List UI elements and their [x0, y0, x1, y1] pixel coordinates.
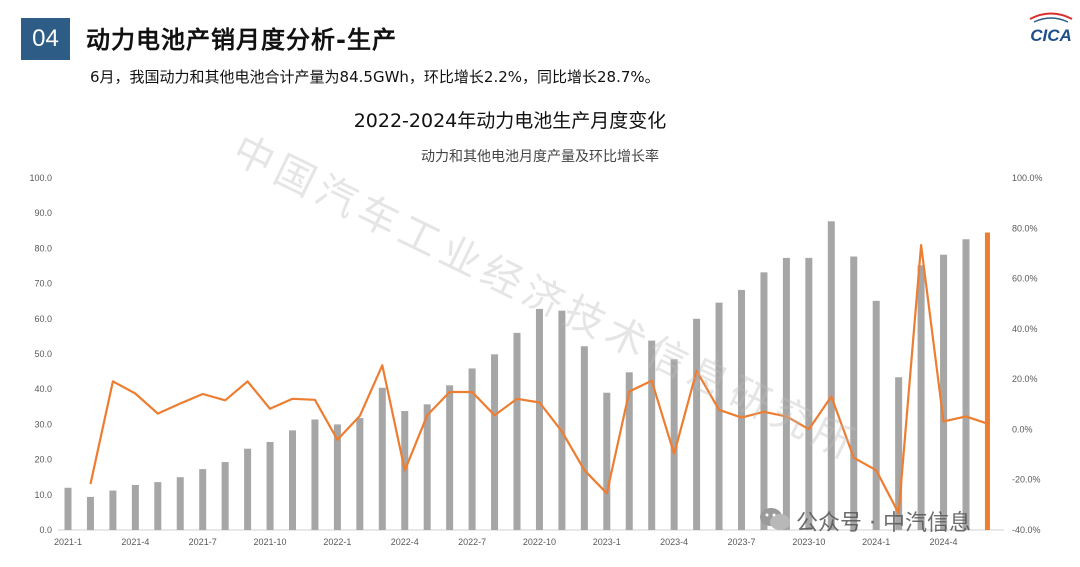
summary-text: 6月，我国动力和其他电池合计产量为84.5GWh，环比增长2.2%，同比增长28… [90, 68, 660, 86]
x-tick-label: 2023-4 [660, 537, 688, 547]
bar [940, 254, 948, 530]
left-axis: 0.0 10.0 20.0 30.0 40.0 50.0 60.0 70.0 80.0 90.0 1… [29, 173, 52, 535]
growth-rate-line [89, 244, 989, 515]
bar [625, 372, 633, 530]
bar [199, 469, 207, 530]
x-tick-label: 2021-10 [254, 537, 287, 547]
bar [895, 377, 903, 530]
bar [131, 484, 139, 530]
bar [266, 442, 274, 530]
bar [535, 308, 543, 530]
bar [827, 221, 835, 530]
bar [423, 404, 431, 530]
section-badge: 04 [21, 18, 70, 60]
bar [693, 318, 701, 530]
x-tick-label: 2022-10 [523, 537, 556, 547]
right-tick-label: 60.0% [1012, 274, 1038, 284]
chart-subtitle: 动力和其他电池月度产量及环比增长率 [421, 149, 659, 165]
right-tick-label: 100.0% [1012, 173, 1043, 183]
left-tick-label: 20.0 [34, 455, 52, 465]
bar [333, 424, 341, 530]
chart-title: 2022-2024年动力电池生产月度变化 [353, 110, 667, 132]
x-tick-label: 2024-1 [862, 537, 890, 547]
x-axis: 2021-1 2021-4 2021-7 2021-10 2022-1 2022-4 202… [54, 537, 958, 547]
left-tick-label: 80.0 [34, 243, 52, 253]
bar [154, 482, 162, 530]
right-tick-label: -20.0% [1012, 475, 1041, 485]
bar [648, 340, 656, 530]
logo-text: CICA [1030, 26, 1072, 45]
left-tick-label: 100.0 [29, 173, 52, 183]
bar [176, 477, 184, 530]
bar [760, 272, 768, 530]
x-tick-label: 2023-10 [792, 537, 825, 547]
page-title: 动力电池产销月度分析-生产 [86, 26, 397, 54]
bar [603, 392, 611, 530]
wechat-icon [760, 508, 790, 530]
left-tick-label: 70.0 [34, 279, 52, 289]
bar [805, 257, 813, 530]
right-tick-label: 0.0% [1012, 424, 1033, 434]
bar [962, 239, 970, 531]
account-watermark: 公众号 · 中汽信息 [796, 511, 971, 536]
x-tick-label: 2022-7 [458, 537, 486, 547]
left-tick-label: 40.0 [34, 384, 52, 394]
bar [86, 496, 94, 530]
x-tick-label: 2021-7 [189, 537, 217, 547]
bar [984, 232, 990, 530]
right-tick-label: -40.0% [1012, 525, 1041, 535]
x-tick-label: 2022-1 [323, 537, 351, 547]
left-tick-label: 90.0 [34, 208, 52, 218]
bar [311, 419, 319, 530]
left-tick-label: 50.0 [34, 349, 52, 359]
bar [580, 346, 588, 530]
left-tick-label: 60.0 [34, 314, 52, 324]
bar [782, 257, 790, 530]
bar [356, 418, 364, 530]
bar [491, 354, 499, 530]
left-tick-label: 0.0 [39, 525, 52, 535]
bar [558, 310, 566, 530]
line-series [89, 244, 989, 515]
bar [670, 359, 678, 530]
right-tick-label: 80.0% [1012, 223, 1038, 233]
x-tick-label: 2022-4 [391, 537, 419, 547]
cica-logo: CICA [1029, 12, 1073, 45]
right-tick-label: 40.0% [1012, 324, 1038, 334]
bar [289, 430, 296, 530]
bar [738, 289, 745, 530]
x-tick-label: 2021-4 [121, 537, 149, 547]
bar [917, 265, 925, 530]
left-tick-label: 30.0 [34, 419, 52, 429]
bar [850, 256, 858, 530]
bar [378, 387, 386, 530]
left-tick-label: 10.0 [34, 490, 52, 500]
x-tick-label: 2021-1 [54, 537, 82, 547]
right-axis: -40.0% -20.0% 0.0% 20.0% 40.0% 60.0% 80.0% 100.… [1012, 173, 1043, 535]
bar [64, 487, 72, 530]
bar [513, 332, 521, 530]
x-tick-label: 2023-1 [593, 537, 621, 547]
bar [221, 462, 229, 530]
bar [872, 300, 880, 530]
x-tick-label: 2023-7 [727, 537, 755, 547]
bar [109, 490, 117, 530]
right-tick-label: 20.0% [1012, 374, 1038, 384]
bar [446, 385, 454, 530]
x-tick-label: 2024-4 [930, 537, 958, 547]
bar [715, 302, 723, 530]
bar [244, 448, 252, 530]
bar [468, 368, 476, 530]
